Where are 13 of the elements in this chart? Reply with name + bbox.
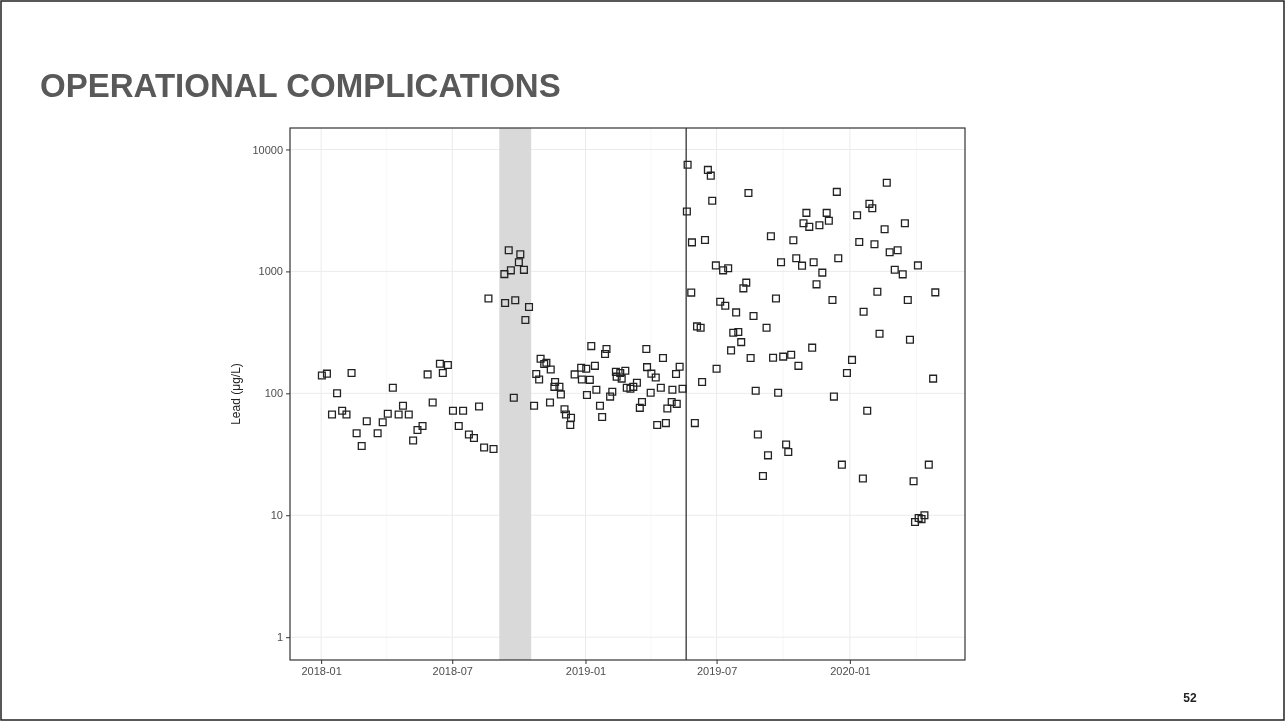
- y-tick-label: 1: [276, 631, 283, 644]
- y-tick-label: 1000: [258, 265, 283, 278]
- y-tick-label: 10: [270, 509, 283, 522]
- y-tick-label: 10000: [252, 143, 283, 156]
- x-tick-label: 2019-07: [696, 664, 738, 677]
- x-tick-label: 2018-07: [432, 664, 473, 677]
- y-axis-title: Lead (μg/L): [229, 363, 243, 425]
- x-tick-label: 2018-01: [301, 664, 342, 677]
- chart-title: OPERATIONAL COMPLICATIONS: [40, 67, 561, 104]
- x-tick-label: 2019-01: [565, 664, 607, 677]
- y-tick-label: 100: [264, 387, 283, 400]
- x-tick-label: 2020-01: [830, 664, 871, 677]
- text: 52: [1183, 691, 1197, 705]
